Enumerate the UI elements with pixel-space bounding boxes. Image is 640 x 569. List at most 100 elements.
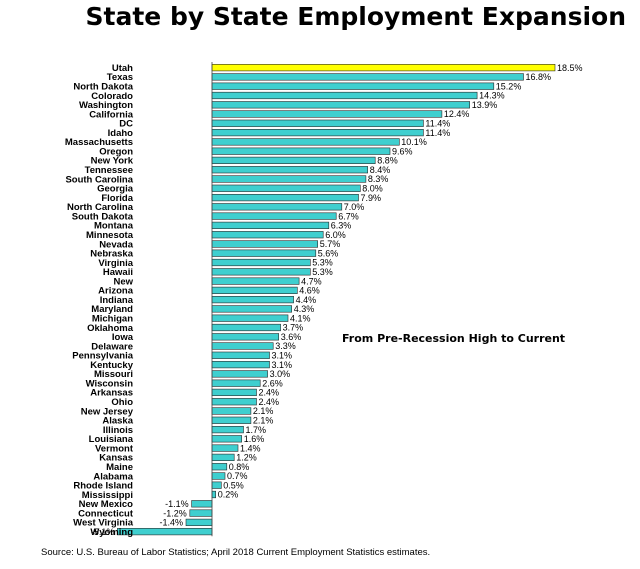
value-label-georgia: 8.0% bbox=[362, 184, 383, 194]
bar-minnesota bbox=[211, 231, 324, 239]
bar-kansas bbox=[211, 453, 235, 462]
bar-pennsylvania bbox=[211, 351, 270, 359]
bar-indiana bbox=[211, 295, 294, 304]
bar-idaho bbox=[211, 129, 424, 137]
bar-nevada bbox=[211, 240, 318, 248]
bar-hawaii bbox=[211, 268, 311, 276]
bar-new-york bbox=[211, 156, 376, 165]
bar-oregon bbox=[211, 147, 391, 155]
category-label-kentucky: Kentucky bbox=[90, 360, 133, 371]
value-label-wisconsin: 2.6% bbox=[262, 378, 283, 388]
category-label-nevada: Nevada bbox=[99, 239, 134, 250]
category-label-hawaii: Hawaii bbox=[103, 267, 133, 278]
value-label-texas: 16.8% bbox=[526, 72, 552, 82]
bar-missouri bbox=[211, 370, 268, 378]
category-label-dc: DC bbox=[119, 119, 133, 130]
bar-west-virginia bbox=[185, 518, 213, 526]
bar-alaska bbox=[211, 416, 252, 424]
category-label-iowa: Iowa bbox=[112, 332, 134, 343]
value-label-south-carolina: 8.3% bbox=[368, 174, 389, 184]
value-label-maine: 0.8% bbox=[229, 462, 250, 472]
value-label-colorado: 14.3% bbox=[479, 91, 505, 101]
value-label-massachusetts: 10.1% bbox=[401, 137, 427, 147]
value-label-hawaii: 5.3% bbox=[312, 267, 333, 277]
bar-georgia bbox=[211, 184, 361, 192]
category-label-louisiana: Louisiana bbox=[89, 434, 134, 445]
category-label-washington: Washington bbox=[79, 100, 133, 111]
category-label-minnesota: Minnesota bbox=[86, 230, 134, 241]
category-label-oregon: Oregon bbox=[99, 147, 133, 158]
category-label-colorado: Colorado bbox=[91, 91, 133, 102]
category-label-south-dakota: South Dakota bbox=[72, 211, 134, 222]
chart-annotation: From Pre-Recession High to Current bbox=[342, 332, 565, 345]
bar-north-dakota bbox=[211, 82, 495, 90]
category-label-new: New bbox=[113, 276, 133, 287]
category-label-vermont: Vermont bbox=[95, 443, 134, 454]
value-label-vermont: 1.4% bbox=[240, 443, 261, 453]
category-label-alabama: Alabama bbox=[93, 471, 133, 482]
bar-iowa bbox=[211, 333, 279, 341]
category-label-illinois: Illinois bbox=[103, 425, 133, 436]
category-label-indiana: Indiana bbox=[100, 295, 134, 306]
value-label-north-carolina: 7.0% bbox=[344, 202, 365, 212]
value-label-west-virginia: -1.4% bbox=[159, 518, 183, 528]
category-label-arkansas: Arkansas bbox=[90, 388, 133, 399]
bar-vermont bbox=[211, 444, 239, 452]
value-label-illinois: 1.7% bbox=[246, 425, 267, 435]
category-label-kansas: Kansas bbox=[99, 453, 133, 464]
category-label-north-dakota: North Dakota bbox=[73, 82, 133, 93]
value-label-nebraska: 5.6% bbox=[318, 248, 339, 258]
bar-wisconsin bbox=[211, 379, 261, 387]
bar-colorado bbox=[211, 91, 478, 100]
value-label-wyoming: -5.1% bbox=[91, 527, 115, 537]
value-label-utah: 18.5% bbox=[557, 63, 583, 73]
value-label-arizona: 4.6% bbox=[299, 286, 320, 296]
bar-nebraska bbox=[211, 249, 317, 257]
category-label-texas: Texas bbox=[107, 72, 133, 83]
category-label-south-carolina: South Carolina bbox=[65, 174, 133, 185]
bar-maryland bbox=[211, 305, 292, 313]
category-label-mississippi: Mississippi bbox=[82, 490, 133, 501]
value-label-maryland: 4.3% bbox=[294, 304, 315, 314]
bar-alabama bbox=[211, 472, 226, 480]
category-label-wisconsin: Wisconsin bbox=[86, 379, 134, 390]
source-note: Source: U.S. Bureau of Labor Statistics;… bbox=[41, 547, 431, 558]
bar-florida bbox=[211, 194, 359, 202]
value-label-oklahoma: 3.7% bbox=[283, 323, 304, 333]
value-label-oregon: 9.6% bbox=[392, 146, 413, 156]
category-label-new-mexico: New Mexico bbox=[79, 499, 134, 510]
category-label-california: California bbox=[89, 109, 134, 120]
category-label-connecticut: Connecticut bbox=[78, 508, 134, 519]
value-label-montana: 6.3% bbox=[331, 221, 352, 231]
category-label-utah: Utah bbox=[112, 63, 133, 74]
value-label-new-jersey: 2.1% bbox=[253, 406, 274, 416]
value-label-mississippi: 0.2% bbox=[218, 490, 239, 500]
category-label-idaho: Idaho bbox=[108, 128, 134, 139]
category-label-michigan: Michigan bbox=[92, 314, 133, 325]
value-label-new-mexico: -1.1% bbox=[165, 499, 189, 509]
bar-connecticut bbox=[189, 509, 213, 517]
bar-virginia bbox=[211, 258, 311, 267]
category-label-montana: Montana bbox=[94, 221, 134, 232]
value-label-minnesota: 6.0% bbox=[325, 230, 346, 240]
chart-title: State by State Employment Expansion bbox=[85, 2, 626, 31]
value-label-delaware: 3.3% bbox=[275, 341, 296, 351]
value-label-new: 4.7% bbox=[301, 276, 322, 286]
value-label-indiana: 4.4% bbox=[296, 295, 317, 305]
value-label-alabama: 0.7% bbox=[227, 471, 248, 481]
bar-tennessee bbox=[211, 166, 368, 174]
bar-arizona bbox=[211, 286, 298, 295]
value-label-florida: 7.9% bbox=[361, 193, 382, 203]
category-label-massachusetts: Massachusetts bbox=[65, 137, 133, 148]
bar-north-carolina bbox=[211, 203, 343, 211]
bar-arkansas bbox=[211, 388, 257, 397]
value-label-south-dakota: 6.7% bbox=[338, 211, 359, 221]
bar-oklahoma bbox=[211, 323, 281, 332]
category-label-florida: Florida bbox=[101, 193, 133, 204]
value-label-rhode-island: 0.5% bbox=[223, 480, 244, 490]
value-label-tennessee: 8.4% bbox=[370, 165, 391, 175]
bar-new-mexico bbox=[191, 500, 213, 508]
bar-kentucky bbox=[211, 360, 270, 369]
category-label-nebraska: Nebraska bbox=[90, 249, 133, 260]
